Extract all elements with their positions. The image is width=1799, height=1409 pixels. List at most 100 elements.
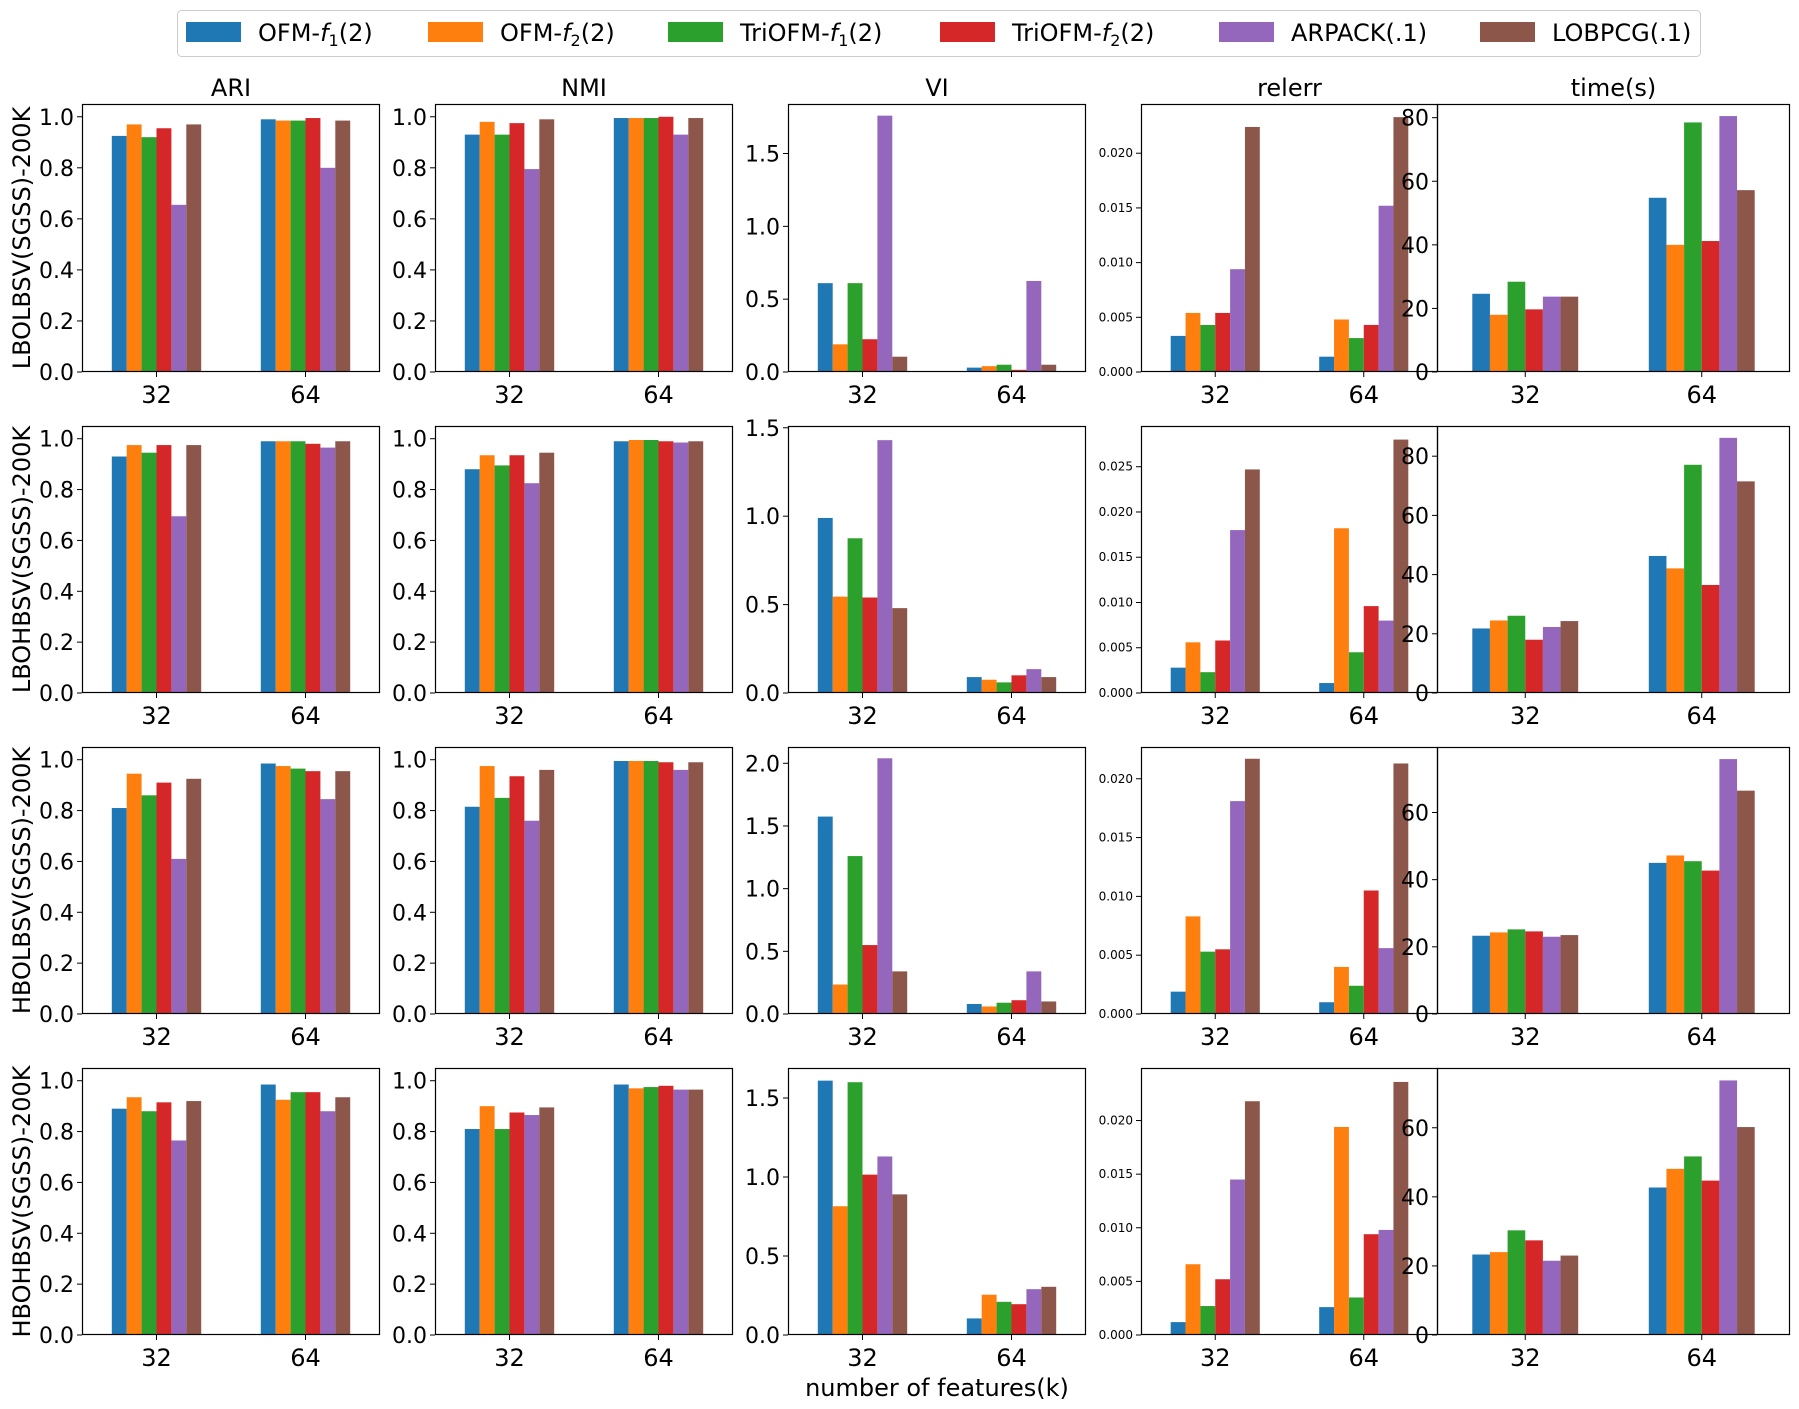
bar-lobpcg-1--64 [688,762,704,1014]
y-tick-label: 0 [1415,361,1429,386]
x-tick-label: 64 [290,381,321,409]
y-tick-label: 0.2 [39,952,74,977]
bar-ofm-f1-2--64 [1319,356,1335,372]
x-tick-label: 32 [1200,702,1231,730]
bar-ofm-f2-2--32 [1489,932,1508,1014]
bar-arpack-1--32 [877,1156,893,1335]
bar-triofm-f1-2--64 [290,1092,306,1335]
y-tick-label: 0.005 [1099,641,1133,655]
bar-triofm-f2-2--32 [509,776,525,1014]
legend: OFM-f1(2) OFM-f2(2) TriOFM-f1(2) TriOFM-f2(… [177,10,1701,57]
y-tick-label: 0.8 [392,800,427,825]
legend-label: ARPACK(.1) [1291,19,1427,47]
bar-ofm-f1-2--64 [1648,555,1667,693]
y-tick-label: 0.000 [1099,1007,1133,1021]
bar-arpack-1--32 [524,1115,540,1335]
y-tick-label: 1.0 [745,1166,780,1191]
y-tick-label: 0.0 [392,1324,427,1349]
legend-swatch [940,22,995,42]
y-tick-label: 40 [1401,1186,1429,1211]
y-tick-label: 0.5 [745,1245,780,1270]
legend-frame [177,10,1701,57]
bar-triofm-f2-2--32 [862,597,878,693]
bar-triofm-f1-2--64 [290,441,306,693]
y-tick-label: 0.010 [1099,256,1133,270]
bar-ofm-f1-2--64 [1648,197,1667,372]
bar-triofm-f1-2--32 [141,795,157,1014]
panels-grid: LBOLBSV(SGSS)-200K ARI 32 64 0.0 0.2 0.4 0.6 0.8… [8,74,1791,1372]
bar-ofm-f1-2--64 [613,441,629,693]
bar-lobpcg-1--64 [1041,1001,1057,1014]
x-tick-label: 64 [1348,381,1379,409]
legend-swatch [186,22,241,42]
bar-arpack-1--32 [877,440,893,693]
x-tick-label: 64 [290,1023,321,1051]
bar-lobpcg-1--32 [186,445,202,693]
bar-lobpcg-1--64 [688,1089,704,1335]
bar-arpack-1--64 [1719,437,1738,693]
row-label: LBOHBSV(SGSS)-200K [8,425,36,694]
legend-label-base: OFM- [500,19,562,47]
row-label: HBOLBSV(SGSS)-200K [8,746,36,1015]
bar-triofm-f1-2--32 [141,1111,157,1335]
panel-nmi: 32 64 0.0 0.2 0.4 0.6 0.8 1.0 [392,1067,734,1372]
bar-triofm-f2-2--32 [1215,1279,1231,1335]
bar-ofm-f1-2--32 [1170,1322,1186,1335]
x-tick-label: 32 [494,381,525,409]
y-tick-label: 40 [1401,564,1429,589]
bar-triofm-f1-2--64 [643,118,659,372]
legend-label-base: LOBPCG(.1) [1552,19,1691,47]
legend-swatch [1480,22,1535,42]
bar-ofm-f2-2--32 [126,1097,142,1335]
bar-arpack-1--32 [171,204,187,372]
y-tick-label: 0.6 [39,529,74,554]
y-tick-label: 2.0 [745,752,780,777]
y-tick-label: 0.000 [1099,365,1133,379]
column-title: ARI [211,74,251,102]
y-tick-label: 0 [1415,682,1429,707]
axes-frame [787,103,1087,373]
bar-triofm-f2-2--32 [1525,639,1543,693]
y-tick-label: 0.0 [39,1324,74,1349]
x-tick-label: 64 [1348,1344,1379,1372]
bar-triofm-f2-2--32 [1525,931,1543,1014]
bar-lobpcg-1--64 [688,118,704,372]
y-tick-label: 0.2 [392,952,427,977]
y-tick-label: 0.010 [1099,1221,1133,1235]
legend-label-subscript: 2 [1110,31,1120,50]
bar-lobpcg-1--32 [186,778,202,1014]
bar-arpack-1--64 [1378,1229,1394,1335]
bar-ofm-f1-2--32 [817,816,833,1014]
y-tick-label: 0.6 [392,1171,427,1196]
bar-triofm-f2-2--32 [509,1112,525,1335]
axes-frame [434,103,734,373]
bar-triofm-f2-2--64 [1011,1000,1027,1014]
bar-arpack-1--32 [171,858,187,1014]
x-tick-label: 32 [1200,381,1231,409]
x-tick-label: 64 [290,702,321,730]
y-tick-label: 0.8 [39,1121,74,1146]
bar-arpack-1--64 [1719,759,1738,1014]
y-tick-label: 0.015 [1099,201,1133,215]
panel-vi: 32 64 0.0 0.5 1.0 1.5 2.0 [745,746,1087,1051]
bar-arpack-1--64 [673,442,689,693]
x-tick-label: 64 [996,1344,1027,1372]
y-tick-label: 0.0 [39,1003,74,1028]
bar-ofm-f1-2--64 [613,760,629,1014]
x-axis-label: number of features(k) [805,1374,1069,1402]
bar-triofm-f2-2--32 [509,123,525,372]
y-tick-label: 0.000 [1099,1328,1133,1342]
bar-lobpcg-1--64 [688,441,704,693]
bar-ofm-f2-2--64 [1334,528,1349,693]
bar-triofm-f1-2--32 [847,283,863,372]
axes-frame [1436,103,1791,373]
panel-vi: VI 32 64 0.0 0.5 1.0 1.5 [745,74,1087,409]
bar-triofm-f2-2--64 [305,771,321,1014]
x-tick-label: 64 [1348,1023,1379,1051]
bar-ofm-f1-2--32 [111,1108,127,1335]
bar-lobpcg-1--64 [1393,117,1409,372]
y-tick-label: 20 [1401,936,1429,961]
bar-triofm-f2-2--32 [1215,640,1231,693]
bar-triofm-f2-2--64 [1701,584,1720,693]
panel-relerr: 32 64 0.000 0.005 0.010 0.015 0.020 [1099,746,1439,1051]
